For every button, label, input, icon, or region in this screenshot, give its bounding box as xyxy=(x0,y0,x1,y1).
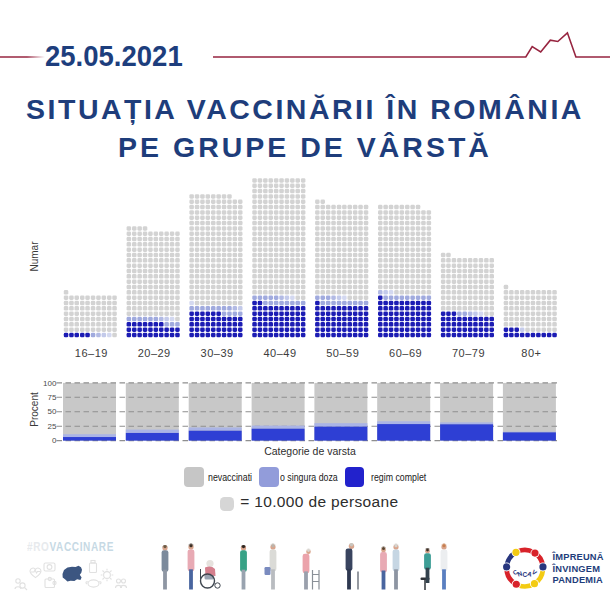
svg-text:V: V xyxy=(531,568,539,577)
